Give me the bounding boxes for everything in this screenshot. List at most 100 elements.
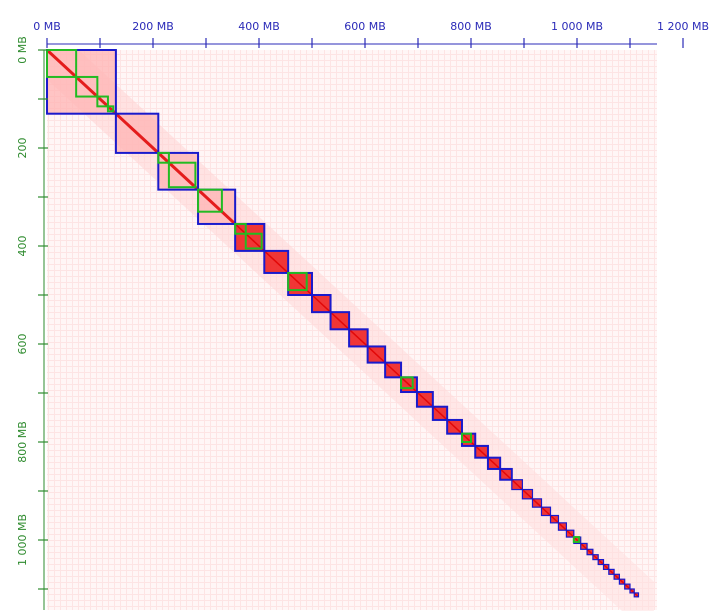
chromosome-diagonal-29 (580, 542, 588, 550)
x-tick-label-0: 0 MB (33, 20, 61, 33)
y-tick-label-400: 400 (16, 236, 29, 257)
chromosome-diagonal-21 (511, 479, 523, 491)
chromosome-block-12 (384, 361, 403, 379)
chromosome-diagonal-1 (45, 48, 117, 115)
chromosome-block-34 (608, 568, 615, 575)
chromosome-block-18 (474, 444, 489, 459)
x-tick-label-200: 200 MB (132, 20, 174, 33)
chromosome-block-33 (602, 563, 610, 571)
x-tick-label-800: 800 MB (450, 20, 492, 33)
subdomain-block-3 (96, 95, 109, 108)
chromosome-block-16 (446, 418, 463, 435)
subdomain-block-12 (460, 432, 472, 444)
chromosome-diagonal-5 (234, 223, 265, 252)
subdomain-blocks (46, 49, 581, 543)
chromosome-block-24 (540, 506, 552, 517)
chromosome-diagonal-14 (416, 391, 434, 408)
chromosome-diagonal-9 (330, 311, 350, 330)
chromosome-diagonal-23 (531, 498, 542, 508)
chromosome-block-6 (263, 249, 290, 274)
subdomain-block-10 (287, 271, 308, 292)
chromosome-diagonal-13 (400, 376, 418, 393)
subdomain-block-7 (197, 188, 223, 213)
x-tick-label-400: 400 MB (238, 20, 280, 33)
x-tick-label-600: 600 MB (344, 20, 386, 33)
chromosome-block-36 (618, 578, 626, 585)
chromosome-diagonal-15 (432, 406, 448, 421)
y-tick-label-1000: 1 000 MB (16, 514, 29, 566)
chromosome-diagonal-36 (618, 578, 626, 585)
chromosome-block-2 (114, 112, 160, 154)
subdomain-block-9 (244, 232, 263, 250)
subdomain-block-2 (75, 75, 99, 98)
chromosome-block-38 (629, 588, 635, 594)
chromosome-block-19 (486, 456, 502, 470)
chromosome-diagonal-18 (474, 445, 489, 459)
chromosome-block-1 (46, 49, 117, 115)
chromosome-block-30 (586, 548, 594, 556)
chromosome-block-14 (415, 391, 434, 408)
chromosome-diagonal-30 (586, 548, 594, 556)
chromosome-block-39 (633, 592, 640, 598)
chromosome-diagonal-6 (263, 250, 289, 274)
axis-left: 0 MB 200 400 600 800 MB 1 000 MB (16, 36, 48, 610)
chromosome-block-22 (521, 488, 534, 500)
chromosome-diagonal-7 (287, 272, 313, 296)
chromosome-block-8 (311, 294, 332, 314)
y-tick-label-200: 200 (16, 138, 29, 159)
subdomain-block-4 (106, 105, 115, 113)
chromosome-diagonal-26 (557, 522, 567, 531)
chromosome-diagonal-11 (367, 345, 386, 364)
chromosome-diagonal-37 (624, 583, 631, 590)
chromosome-block-23 (531, 498, 543, 508)
chromosome-diagonal-8 (311, 294, 332, 313)
chromosome-block-3 (157, 151, 200, 191)
chromosome-diagonal-20 (499, 468, 513, 481)
x-tick-label-1000: 1 000 MB (551, 20, 603, 33)
chromosome-block-5 (234, 222, 266, 252)
chromosome-diagonal-2 (114, 112, 160, 155)
chromosome-diagonal-27 (565, 529, 575, 538)
chromosome-diagonal-19 (487, 457, 501, 470)
chromosome-diagonal-22 (521, 488, 533, 500)
chromosome-diagonal-34 (608, 568, 615, 575)
subdomain-block-1 (46, 49, 78, 78)
y-tick-label-600: 600 (16, 334, 29, 355)
chromosome-block-27 (565, 529, 575, 538)
chromosome-diagonal-24 (540, 506, 552, 517)
chromosome-diagonal-4 (197, 188, 237, 226)
chromosome-block-26 (557, 522, 568, 531)
chromosome-block-37 (624, 583, 631, 590)
chromosome-block-25 (549, 514, 560, 524)
chromosome-block-15 (431, 405, 449, 421)
chromosome-block-11 (366, 345, 387, 364)
chromosome-diagonal-25 (549, 514, 559, 524)
subdomain-block-13 (572, 536, 581, 543)
subdomain-block-5 (157, 151, 170, 164)
y-tick-label-800: 800 MB (16, 421, 29, 463)
chromosome-block-20 (499, 467, 513, 481)
chromosome-diagonal-33 (602, 563, 610, 570)
x-tick-label-1200: 1 200 MB (657, 20, 709, 33)
chromosome-diagonal-3 (157, 151, 200, 191)
chromosome-diagonal-16 (446, 419, 463, 435)
subdomain-block-11 (400, 376, 414, 390)
chromosome-diagonal-12 (384, 362, 402, 378)
chromosome-diagonal-31 (592, 554, 599, 561)
chromosome-block-9 (329, 311, 351, 331)
axis-top: 0 MB 200 MB 400 MB 600 MB 800 MB 1 000 MB 1 20… (33, 20, 709, 48)
chromosome-diagonal-10 (348, 328, 369, 348)
subdomain-block-6 (167, 161, 197, 189)
chromosome-diagonal-35 (613, 573, 620, 580)
chromosome-block-31 (592, 554, 599, 561)
chromosome-block-29 (580, 542, 588, 550)
chromosome-block-10 (348, 328, 369, 348)
chromosome-diagonal-38 (629, 588, 635, 594)
subdomain-block-8 (234, 222, 247, 235)
chromosome-blocks (46, 49, 640, 598)
chromosome-diagonal-32 (597, 559, 605, 566)
chromosome-block-32 (597, 558, 605, 566)
y-tick-label-0: 0 MB (16, 36, 29, 64)
chromosome-block-21 (511, 479, 524, 491)
